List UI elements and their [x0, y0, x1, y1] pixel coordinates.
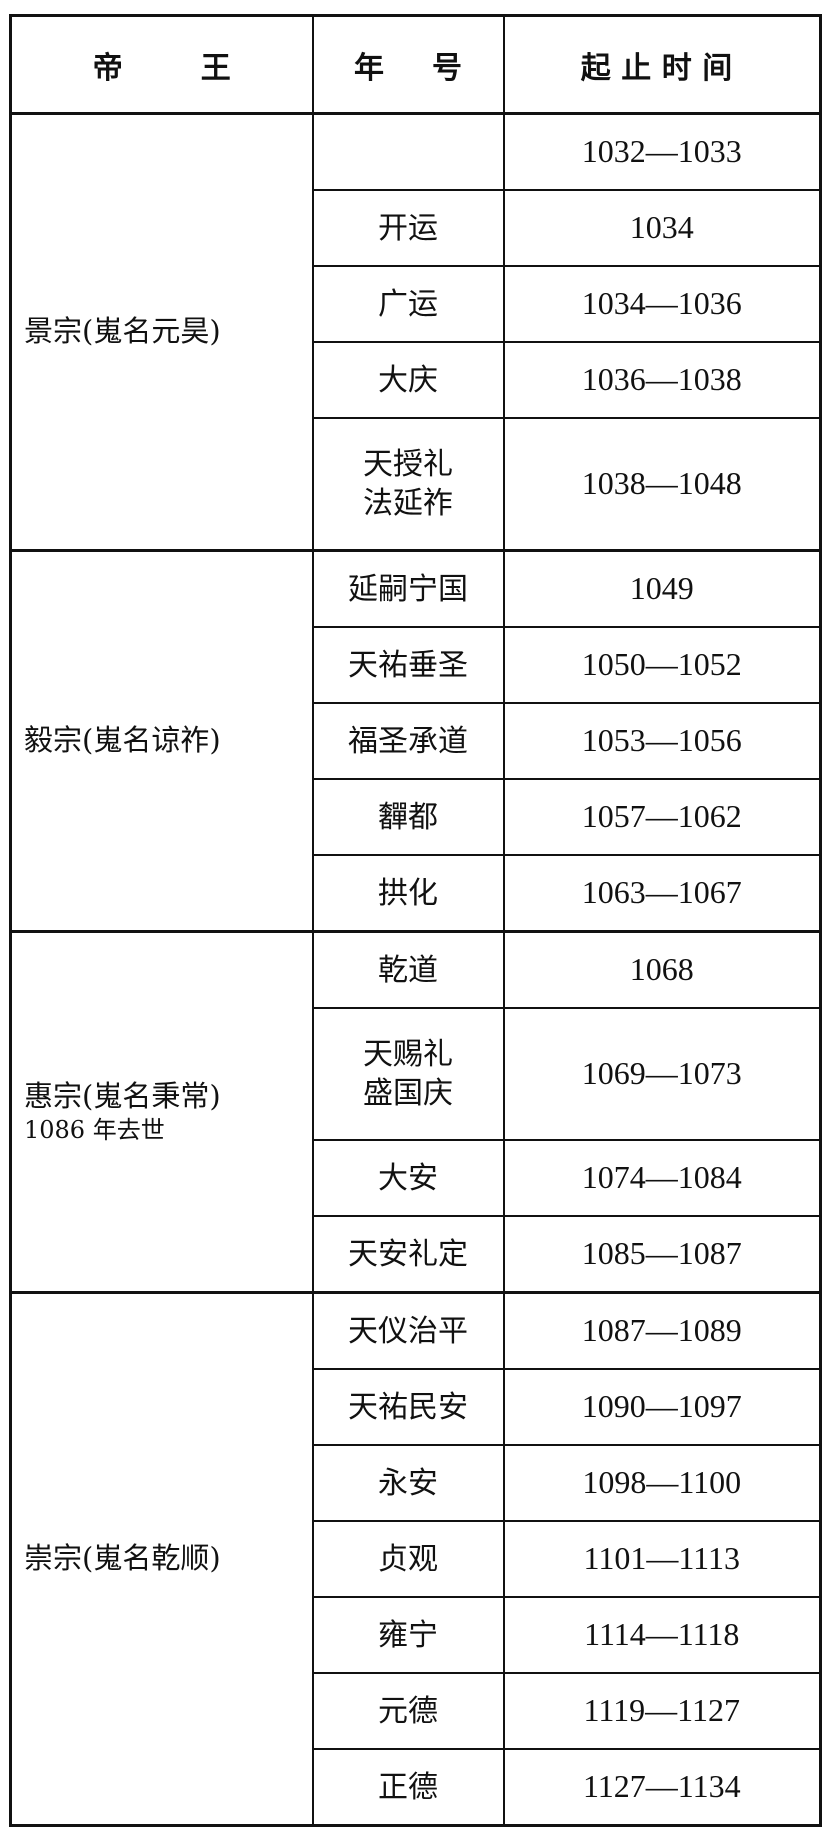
- era-name-cell: 大庆: [311, 341, 505, 419]
- era-name-cell: 拱化: [311, 854, 505, 933]
- table-row: 广运 1034—1036: [11, 265, 822, 343]
- period-cell: 1036—1038: [502, 341, 822, 419]
- period-cell: 1127—1134: [502, 1748, 822, 1827]
- era-name-cell: 天授礼法延祚: [311, 417, 505, 552]
- table-row: 崇宗(嵬名乾顺) 天仪治平 1087—1089: [9, 1291, 822, 1827]
- header-emperor: 帝王: [9, 14, 314, 115]
- header-period: 起止时间: [502, 14, 822, 115]
- era-name-cell: 元德: [311, 1672, 505, 1750]
- header-era: 年号: [311, 14, 505, 115]
- period-cell: 1034: [502, 189, 822, 267]
- table-row: 福圣承道 1053—1056: [11, 702, 822, 780]
- period-cell: 1053—1056: [502, 702, 822, 780]
- period-cell: 1068: [502, 930, 822, 1009]
- era-name-cell: 永安: [311, 1444, 505, 1522]
- period-cell: 1119—1127: [502, 1672, 822, 1750]
- table-row: 天祐垂圣 1050—1052: [11, 626, 822, 704]
- table-row: 拱化 1063—1067: [11, 854, 822, 933]
- emperor-cell: 崇宗(嵬名乾顺): [9, 1291, 314, 1827]
- emperor-cell: 惠宗(嵬名秉常) 1086 年去世: [9, 930, 314, 1294]
- era-name-cell: 广运: [311, 265, 505, 343]
- emperor-cell: 毅宗(嵬名谅祚): [9, 549, 314, 933]
- table-row: 奲都 1057—1062: [11, 778, 822, 856]
- table-row: 天授礼法延祚 1038—1048: [11, 417, 822, 552]
- era-name-cell: 正德: [311, 1748, 505, 1827]
- era-name-cell: 乾道: [311, 930, 505, 1009]
- table-row: 毅宗(嵬名谅祚) 延嗣宁国 1049: [9, 549, 822, 933]
- table-row: 天赐礼盛国庆 1069—1073: [11, 1007, 822, 1141]
- era-name-cell: 延嗣宁国: [311, 549, 505, 628]
- era-name-cell: [311, 112, 505, 191]
- period-cell: 1087—1089: [502, 1291, 822, 1370]
- period-cell: 1038—1048: [502, 417, 822, 552]
- table-row: 开运 1034: [11, 189, 822, 267]
- era-name-cell: 奲都: [311, 778, 505, 856]
- period-cell: 1049: [502, 549, 822, 628]
- era-name-cell: 大安: [311, 1139, 505, 1217]
- era-name-cell: 天仪治平: [311, 1291, 505, 1370]
- era-name-cell: 天祐垂圣: [311, 626, 505, 704]
- emperor-name: 崇宗(嵬名乾顺): [24, 1541, 221, 1576]
- table-row: 雍宁 1114—1118: [11, 1596, 822, 1674]
- emperor-cell: 景宗(嵬名元昊): [9, 112, 314, 552]
- period-cell: 1069—1073: [502, 1007, 822, 1141]
- table-row: 惠宗(嵬名秉常) 1086 年去世 乾道 1068: [9, 930, 822, 1294]
- table-row: 天安礼定 1085—1087: [11, 1215, 822, 1294]
- era-name-cell: 福圣承道: [311, 702, 505, 780]
- period-cell: 1098—1100: [502, 1444, 822, 1522]
- period-cell: 1101—1113: [502, 1520, 822, 1598]
- table-row: 正德 1127—1134: [11, 1748, 822, 1827]
- table-row: 景宗(嵬名元昊) 1032—1033: [9, 112, 822, 552]
- era-name-cell: 天安礼定: [311, 1215, 505, 1294]
- era-name-cell: 雍宁: [311, 1596, 505, 1674]
- period-cell: 1063—1067: [502, 854, 822, 933]
- emperor-name: 景宗(嵬名元昊): [24, 314, 221, 349]
- period-cell: 1050—1052: [502, 626, 822, 704]
- period-cell: 1090—1097: [502, 1368, 822, 1446]
- header-row: 帝王 年号 起止时间: [9, 14, 822, 115]
- emperor-name: 惠宗(嵬名秉常): [24, 1078, 221, 1113]
- emperor-name: 毅宗(嵬名谅祚): [24, 723, 221, 758]
- period-cell: 1032—1033: [502, 112, 822, 191]
- table-row: 天祐民安 1090—1097: [11, 1368, 822, 1446]
- period-cell: 1085—1087: [502, 1215, 822, 1294]
- table-row: 元德 1119—1127: [11, 1672, 822, 1750]
- era-name-cell: 开运: [311, 189, 505, 267]
- reign-table: 帝王 年号 起止时间 景宗(嵬名元昊) 1032—1033 开运 1034 广运 1034…: [9, 14, 822, 1827]
- table-row: 永安 1098—1100: [11, 1444, 822, 1522]
- period-cell: 1074—1084: [502, 1139, 822, 1217]
- emperor-note: 1086 年去世: [24, 1116, 165, 1145]
- era-name-cell: 贞观: [311, 1520, 505, 1598]
- period-cell: 1034—1036: [502, 265, 822, 343]
- table-row: 贞观 1101—1113: [11, 1520, 822, 1598]
- era-name-cell: 天祐民安: [311, 1368, 505, 1446]
- table-row: 大安 1074—1084: [11, 1139, 822, 1217]
- era-name-cell: 天赐礼盛国庆: [311, 1007, 505, 1141]
- period-cell: 1114—1118: [502, 1596, 822, 1674]
- table-row: 大庆 1036—1038: [11, 341, 822, 419]
- period-cell: 1057—1062: [502, 778, 822, 856]
